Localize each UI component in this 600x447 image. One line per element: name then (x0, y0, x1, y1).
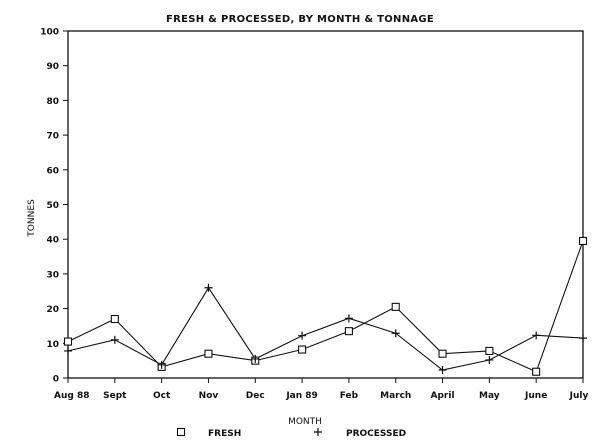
y-axis: 0 10 20 30 40 50 60 70 80 90 100 (40, 28, 68, 385)
data-point-processed (110, 335, 119, 344)
plot-frame (67, 30, 584, 379)
series-lines (67, 240, 584, 373)
data-point-fresh (532, 367, 541, 376)
y-axis-label: TONNES (27, 199, 37, 238)
series-markers (63, 236, 588, 376)
data-point-fresh (204, 349, 213, 358)
data-point-processed (485, 355, 494, 364)
y-tick-label: 90 (46, 62, 59, 72)
data-point-processed (157, 360, 166, 369)
data-point-fresh (110, 314, 119, 324)
data-point-processed (251, 354, 260, 363)
x-tick-label: June (524, 391, 547, 401)
chart-title: FRESH & PROCESSED, BY MONTH & TONNAGE (166, 14, 434, 25)
y-tick-label: 20 (46, 305, 59, 315)
data-point-fresh (438, 349, 447, 358)
x-tick-label: Feb (340, 391, 359, 401)
x-axis: Aug 88 Sept Oct Nov Dec Jan 89 Feb March April Ma… (54, 378, 588, 401)
legend-marker-processed (314, 428, 322, 436)
data-point-processed (579, 334, 587, 343)
data-point-fresh (63, 337, 73, 346)
legend-label-processed: PROCESSED (346, 429, 406, 439)
legend-marker-fresh (176, 427, 186, 437)
x-tick-label: July (569, 391, 589, 401)
data-point-fresh (344, 327, 353, 336)
x-tick-label: Sept (103, 391, 127, 401)
x-tick-label: March (380, 391, 411, 401)
data-point-fresh (485, 346, 494, 355)
data-point-fresh (578, 236, 588, 245)
y-tick-label: 30 (46, 270, 59, 280)
data-point-processed (532, 331, 541, 340)
x-tick-label: Aug 88 (54, 391, 89, 401)
series-line-fresh (67, 240, 584, 373)
legend: FRESH PROCESSED (176, 427, 406, 439)
y-tick-label: 60 (46, 166, 59, 176)
data-point-processed (438, 366, 447, 375)
data-point-fresh (391, 302, 400, 311)
y-tick-label: 70 (46, 132, 59, 142)
data-point-processed (298, 331, 307, 340)
y-tick-label: 80 (46, 97, 59, 107)
y-tick-label: 0 (53, 375, 59, 385)
x-axis-label: MONTH (288, 417, 322, 427)
data-point-processed (64, 346, 72, 355)
y-tick-label: 10 (46, 340, 59, 350)
data-point-processed (204, 283, 213, 292)
series-line-processed (67, 286, 584, 371)
y-tick-label: 100 (40, 28, 59, 38)
y-tick-label: 50 (46, 201, 59, 211)
data-point-processed (391, 329, 400, 338)
x-tick-label: April (431, 391, 455, 401)
x-tick-label: Jan 89 (285, 391, 318, 401)
legend-label-fresh: FRESH (208, 429, 241, 439)
y-tick-label: 40 (46, 236, 59, 246)
x-tick-label: Nov (199, 391, 219, 401)
x-tick-label: Dec (246, 391, 265, 401)
data-point-fresh (298, 345, 307, 354)
data-point-processed (344, 314, 353, 323)
x-tick-label: May (479, 391, 500, 401)
x-tick-label: Oct (153, 391, 171, 401)
